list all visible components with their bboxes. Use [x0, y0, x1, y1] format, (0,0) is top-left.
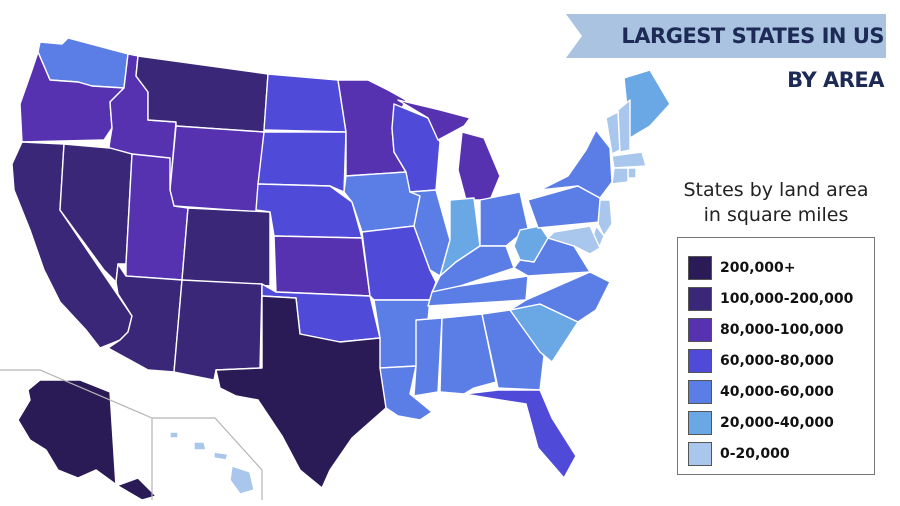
legend-label: 80,000-100,000	[720, 322, 844, 338]
legend-item-0-20000: 0-20,000	[688, 441, 872, 467]
legend-swatch	[688, 318, 712, 342]
state-nm	[173, 279, 263, 381]
state-me	[623, 69, 671, 139]
state-ca	[11, 141, 133, 349]
legend-swatch	[688, 411, 712, 435]
state-ak	[17, 379, 157, 501]
state-ny	[539, 129, 613, 199]
legend-swatch	[688, 442, 712, 466]
state-hi-2	[193, 441, 207, 451]
state-mi-up	[397, 99, 471, 141]
state-ri	[627, 167, 637, 179]
state-co	[181, 207, 271, 287]
legend-label: 20,000-40,000	[720, 415, 834, 431]
state-ms	[413, 317, 443, 397]
state-nh	[617, 99, 631, 153]
legend-item-80000-100000: 80,000-100,000	[688, 317, 872, 343]
state-nc	[509, 271, 611, 323]
legend-title: States by land area in square miles	[662, 178, 890, 228]
state-wy	[169, 125, 265, 213]
title-banner-background	[566, 14, 886, 58]
legend: 200,000+ 100,000-200,000 80,000-100,000 …	[677, 237, 875, 475]
map-title: LARGEST STATES IN US BY AREA	[621, 24, 884, 92]
state-hi-3	[213, 451, 229, 461]
legend-item-20000-40000: 20,000-40,000	[688, 410, 872, 436]
legend-swatch	[688, 287, 712, 311]
state-ma	[611, 151, 647, 169]
legend-label: 60,000-80,000	[720, 353, 834, 369]
title-banner: LARGEST STATES IN US BY AREA	[566, 14, 886, 92]
legend-label: 200,000+	[720, 260, 796, 276]
legend-label: 40,000-60,000	[720, 384, 834, 400]
legend-swatch	[688, 380, 712, 404]
state-tn	[427, 275, 529, 307]
state-hi-1	[169, 431, 179, 439]
state-nd	[263, 73, 347, 133]
state-ga	[481, 309, 545, 391]
legend-item-200000-plus: 200,000+	[688, 255, 872, 281]
state-nj	[597, 199, 613, 237]
state-mt	[135, 55, 269, 133]
state-md	[547, 225, 601, 255]
state-mi	[457, 131, 501, 201]
state-il	[409, 189, 451, 277]
legend-swatch	[688, 349, 712, 373]
inset-border-alaska	[0, 369, 153, 500]
state-hi-4	[229, 465, 255, 495]
legend-label: 0-20,000	[720, 446, 790, 462]
legend-label: 100,000-200,000	[720, 291, 854, 307]
legend-item-60000-80000: 60,000-80,000	[688, 348, 872, 374]
state-sd	[257, 131, 347, 193]
legend-swatch	[688, 256, 712, 280]
legend-item-100000-200000: 100,000-200,000	[688, 286, 872, 312]
state-tx	[215, 295, 387, 489]
state-ct	[611, 167, 629, 185]
inset-border-hawaii	[152, 417, 263, 500]
state-fl	[463, 389, 577, 479]
state-ks	[273, 235, 371, 297]
legend-item-40000-60000: 40,000-60,000	[688, 379, 872, 405]
legend-title-line-2: in square miles	[703, 204, 849, 226]
legend-title-line-1: States by land area	[683, 179, 869, 201]
